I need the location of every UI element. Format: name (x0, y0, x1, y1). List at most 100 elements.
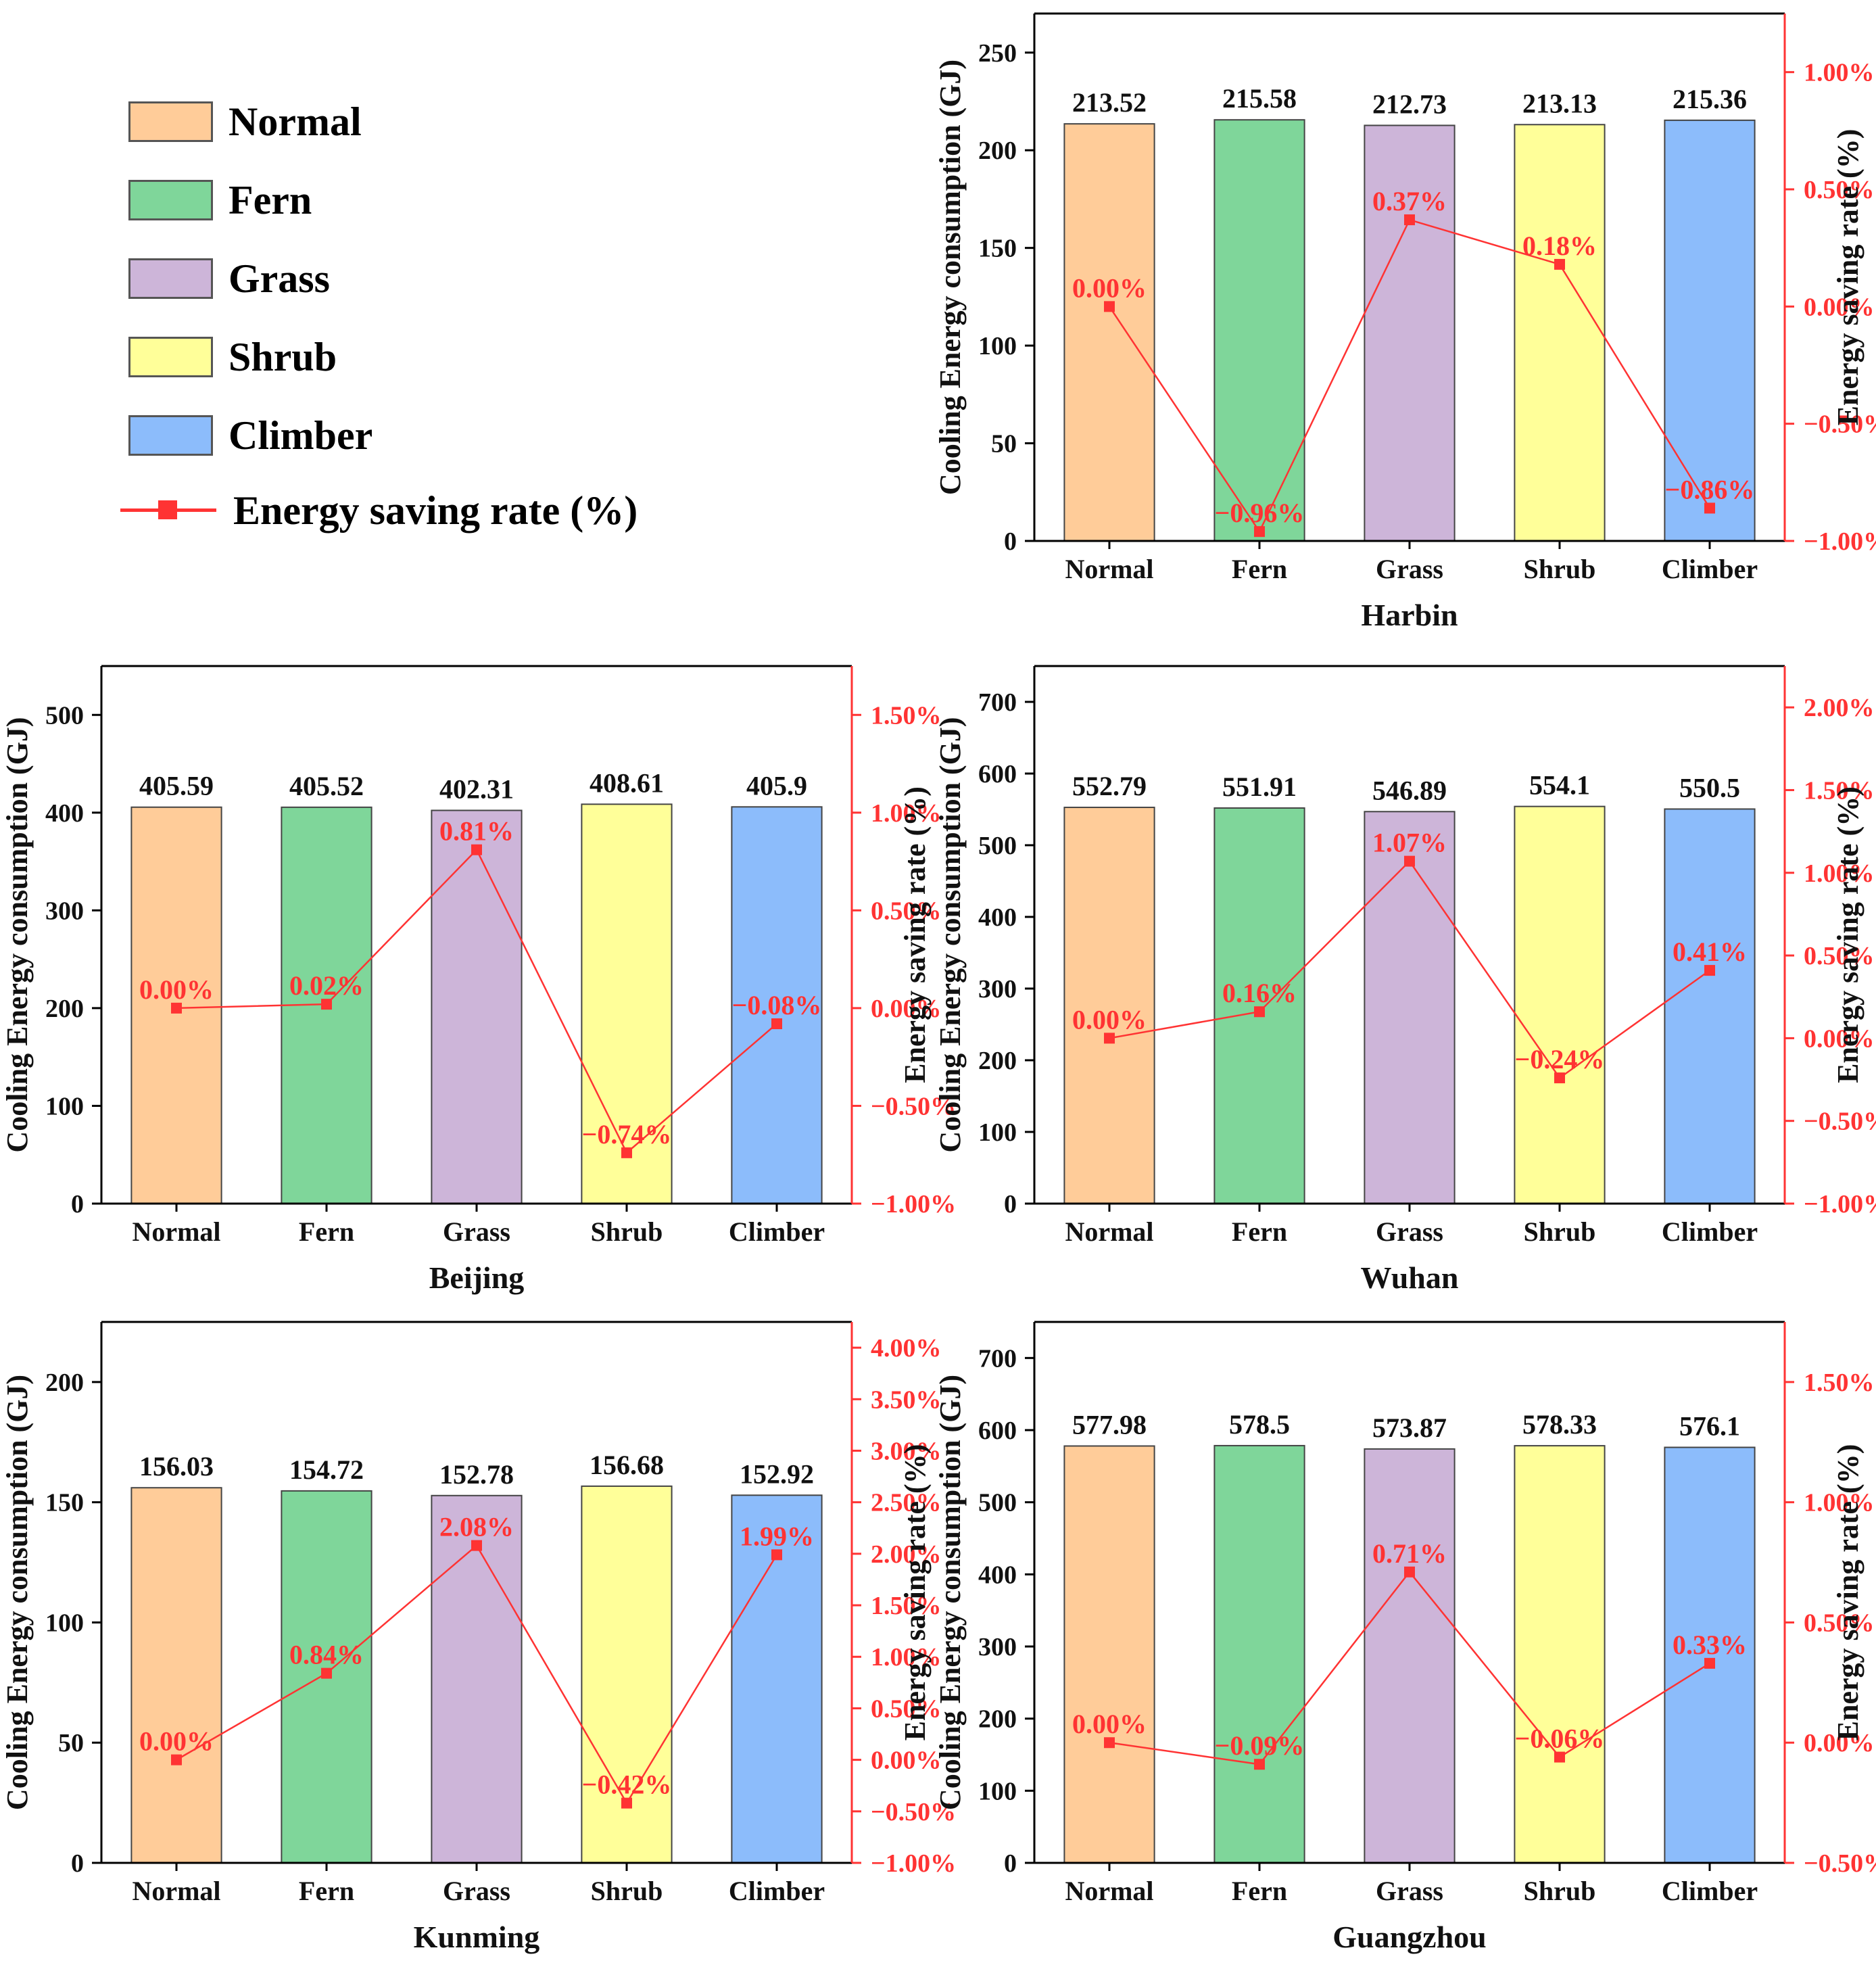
bar-grass (1364, 124, 1456, 542)
bar-grass (1364, 1448, 1456, 1864)
rate-label: 0.00% (1072, 272, 1147, 303)
bar-value-label: 156.03 (139, 1451, 214, 1482)
right-tick-label: 3.00% (871, 1437, 942, 1465)
rate-label: 0.71% (1372, 1538, 1447, 1569)
left-tick-label: 300 (978, 975, 1017, 1003)
x-tick-label: Normal (1065, 1216, 1153, 1247)
right-tick-label: 0.00% (1804, 1024, 1875, 1053)
x-tick-label: Grass (1376, 1876, 1443, 1906)
left-tick-label: 50 (58, 1729, 84, 1757)
bar-value-label: 405.9 (746, 770, 807, 801)
bar-climber (731, 806, 823, 1205)
right-tick-label: −1.00% (871, 1190, 956, 1218)
x-tick-label: Grass (1376, 1216, 1443, 1247)
rate-label: −0.74% (582, 1119, 672, 1150)
right-tick-label: 0.00% (1804, 1729, 1875, 1757)
left-tick-label: 300 (978, 1633, 1017, 1661)
left-tick-label: 300 (45, 897, 84, 925)
right-axis-title: Energy saving rate (%) (1831, 129, 1865, 426)
rate-label: −0.09% (1215, 1730, 1305, 1761)
left-tick-label: 250 (978, 39, 1017, 68)
x-tick-label: Shrub (591, 1216, 663, 1247)
rate-label: −0.42% (582, 1770, 672, 1800)
bar-normal (130, 1487, 222, 1864)
rate-label: 0.18% (1522, 231, 1597, 261)
right-tick-label: −0.50% (1804, 410, 1876, 439)
rate-marker (171, 1002, 182, 1014)
right-tick-label: 4.00% (871, 1334, 942, 1362)
bar-value-label: 408.61 (590, 767, 664, 798)
bar-value-label: 552.79 (1072, 771, 1147, 801)
x-tick-label: Fern (299, 1216, 354, 1247)
left-tick-label: 100 (45, 1092, 84, 1120)
bar-value-label: 152.78 (439, 1459, 514, 1490)
rate-label: 0.16% (1222, 978, 1297, 1008)
right-tick-label: 1.50% (1804, 776, 1875, 805)
bar-value-label: 554.1 (1529, 770, 1590, 801)
rate-marker (1104, 1737, 1115, 1749)
rate-label: −0.24% (1515, 1044, 1605, 1074)
rate-marker (1104, 1033, 1115, 1044)
rate-marker (1704, 1657, 1715, 1669)
right-tick-label: 1.50% (871, 701, 942, 730)
right-tick-label: 2.00% (871, 1540, 942, 1569)
rate-marker (771, 1018, 782, 1030)
right-tick-label: 0.50% (871, 1695, 942, 1723)
bar-value-label: 546.89 (1372, 775, 1447, 805)
left-tick-label: 150 (978, 235, 1017, 263)
bar-value-label: 402.31 (439, 774, 514, 804)
left-tick-label: 400 (45, 799, 84, 828)
rate-label: 1.99% (740, 1521, 814, 1551)
chart-kunming: 156.03 154.72 152.78 156.68 152.92 0.00% 0.84%… (1, 1321, 956, 1954)
chart-title-guangzhou: Guangzhou (1332, 1920, 1487, 1954)
bar-grass (431, 809, 523, 1204)
legend-label-shrub: Shrub (229, 335, 337, 379)
rate-marker (1254, 1759, 1265, 1770)
x-tick-label: Normal (1065, 1876, 1153, 1906)
left-tick-label: 150 (45, 1489, 84, 1517)
bar-value-label: 212.73 (1372, 89, 1447, 119)
left-axis-title: Cooling Energy consumption (GJ) (934, 60, 967, 495)
x-tick-label: Normal (132, 1876, 220, 1906)
left-tick-label: 100 (45, 1609, 84, 1637)
left-axis-title: Cooling Energy consumption (GJ) (1, 717, 34, 1152)
rate-label: 0.00% (1072, 1709, 1147, 1739)
chart-legend: Normal Fern Grass Shrub Climber Energy s… (115, 95, 723, 554)
bar-normal (1063, 123, 1155, 542)
x-tick-label: Fern (1232, 1216, 1287, 1247)
left-tick-label: 100 (978, 332, 1017, 360)
bar-normal (1063, 807, 1155, 1204)
bar-grass (431, 1494, 523, 1864)
left-tick-label: 500 (45, 701, 84, 730)
rate-marker (471, 1540, 482, 1551)
bar-value-label: 551.91 (1222, 772, 1297, 802)
right-tick-label: 1.50% (871, 1592, 942, 1620)
bar-climber (1664, 119, 1756, 542)
bar-value-label: 573.87 (1372, 1413, 1447, 1443)
bar-climber (1664, 808, 1756, 1205)
right-axis-title: Energy saving rate (%) (1831, 1444, 1865, 1741)
x-tick-label: Shrub (591, 1876, 663, 1906)
rate-marker (771, 1549, 782, 1561)
right-tick-label: 1.00% (1804, 59, 1875, 87)
bar-value-label: 215.58 (1222, 83, 1297, 114)
x-tick-label: Grass (443, 1216, 510, 1247)
left-tick-label: 500 (978, 832, 1017, 860)
x-tick-label: Shrub (1524, 1216, 1596, 1247)
right-tick-label: 2.50% (871, 1489, 942, 1517)
x-tick-label: Fern (1232, 554, 1287, 584)
bar-normal (1063, 1445, 1155, 1864)
rate-marker (1404, 855, 1415, 867)
rate-label: 0.37% (1372, 186, 1447, 216)
rate-marker (1254, 526, 1265, 538)
rate-label: 0.84% (289, 1640, 364, 1670)
bar-value-label: 156.68 (590, 1450, 664, 1480)
left-tick-label: 700 (978, 688, 1017, 717)
left-tick-label: 0 (1004, 1190, 1017, 1218)
bar-value-label: 405.59 (139, 771, 214, 801)
bar-shrub (1514, 805, 1606, 1205)
rate-marker (1104, 301, 1115, 312)
left-tick-label: 100 (978, 1118, 1017, 1147)
rate-label: 2.08% (439, 1512, 514, 1542)
right-tick-label: −0.50% (1804, 1108, 1876, 1136)
